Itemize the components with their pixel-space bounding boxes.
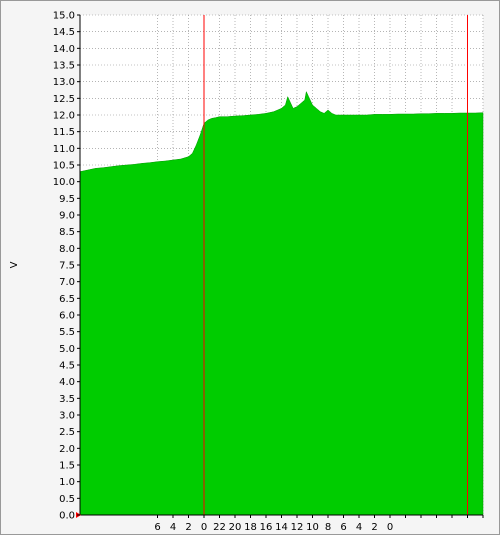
y-tick-label: 12.0 — [53, 111, 75, 122]
y-tick-label: 0.0 — [59, 511, 75, 522]
x-tick-label: 6 — [340, 522, 346, 533]
y-tick-label: 1.0 — [59, 477, 75, 488]
x-tick-label: 14 — [275, 522, 288, 533]
axes — [76, 14, 484, 518]
y-tick-label: 12.5 — [53, 94, 75, 105]
x-tick-label: 2 — [185, 522, 191, 533]
x-tick-labels: 6 4 2 0 22 20 18 16 14 12 10 8 6 4 2 0 — [154, 522, 393, 533]
y-tick-label: 3.0 — [59, 411, 75, 422]
series-area — [79, 90, 484, 516]
y-tick-label: 13.0 — [53, 77, 75, 88]
x-tick-label: 12 — [291, 522, 304, 533]
y-axis-label: V — [9, 261, 20, 268]
y-tick-label: 15.0 — [53, 11, 75, 22]
y-tick-label: 5.5 — [59, 327, 75, 338]
x-tick-label: 22 — [213, 522, 226, 533]
y-tick-label: 8.5 — [59, 227, 75, 238]
y-tick-label: 10.5 — [53, 161, 75, 172]
y-tick-label: 14.5 — [53, 27, 75, 38]
y-tick-label: 14.0 — [53, 44, 75, 55]
x-tick-label: 16 — [260, 522, 273, 533]
x-tick-label: 4 — [170, 522, 176, 533]
y-tick-label: 10.0 — [53, 177, 75, 188]
y-tick-label: 7.5 — [59, 261, 75, 272]
y-tick-label: 4.5 — [59, 361, 75, 372]
x-tick-label: 8 — [325, 522, 331, 533]
x-tick-label: 0 — [201, 522, 207, 533]
y-tick-label: 6.0 — [59, 311, 75, 322]
x-tick-label: 10 — [306, 522, 319, 533]
y-tick-label: 1.5 — [59, 461, 75, 472]
y-tick-label: 3.5 — [59, 394, 75, 405]
y-tick-label: 7.0 — [59, 277, 75, 288]
x-tick-label: 6 — [154, 522, 160, 533]
y-tick-label: 11.0 — [53, 144, 75, 155]
x-tick-label: 20 — [229, 522, 242, 533]
y-tick-label: 2.0 — [59, 444, 75, 455]
x-tick-label: 18 — [244, 522, 257, 533]
y-tick-label: 8.0 — [59, 244, 75, 255]
y-tick-label: 11.5 — [53, 127, 75, 138]
y-tick-labels: 0.0 0.5 1.0 1.5 2.0 2.5 3.0 3.5 4.0 4.5 5.0 5.5 6.0 6… — [53, 11, 75, 522]
y-tick-label: 0.5 — [59, 494, 75, 505]
y-tick-label: 13.5 — [53, 61, 75, 72]
y-tick-label: 9.5 — [59, 194, 75, 205]
y-tick-label: 5.0 — [59, 344, 75, 355]
x-tick-label: 2 — [371, 522, 377, 533]
y-tick-label: 2.5 — [59, 427, 75, 438]
x-tick-label: 0 — [387, 522, 393, 533]
y-tick-label: 6.5 — [59, 294, 75, 305]
y-tick-label: 9.0 — [59, 211, 75, 222]
x-tick-label: 4 — [356, 522, 362, 533]
y-tick-label: 4.0 — [59, 377, 75, 388]
day-boundaries — [203, 15, 468, 515]
